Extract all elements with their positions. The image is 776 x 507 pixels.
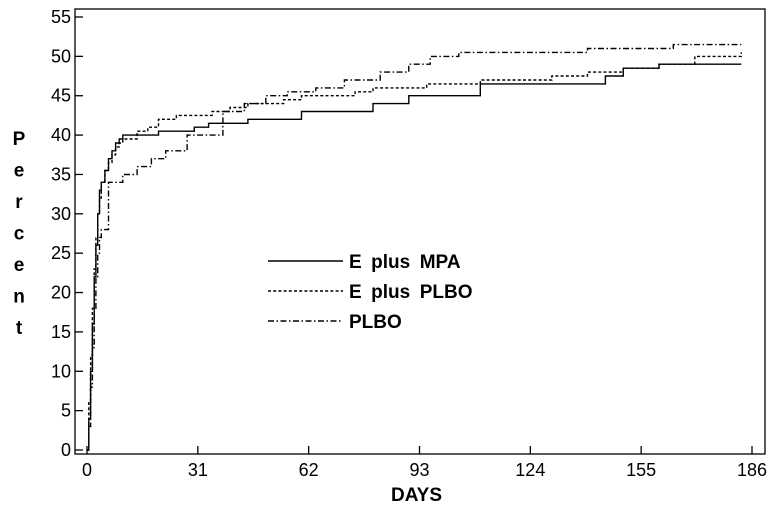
plot-frame (74, 8, 766, 455)
y-axis-ticks: 0 5 10 15 20 25 30 35 40 45 50 55 (51, 7, 83, 460)
x-axis-title: DAYS (391, 485, 442, 506)
x-tick-label: 93 (409, 460, 429, 480)
y-axis-title-letter: t (16, 318, 23, 339)
y-tick-label: 30 (51, 204, 71, 224)
y-axis-title-letter: e (14, 255, 25, 276)
x-tick-label: 155 (626, 460, 656, 480)
y-axis-title-letter: P (13, 129, 26, 150)
y-tick-label: 20 (51, 283, 71, 303)
y-axis-title-letter: e (14, 161, 25, 182)
x-axis-ticks: 0 31 62 93 124 155 186 (82, 446, 767, 480)
y-tick-label: 0 (61, 440, 71, 460)
y-axis-title-letter: r (15, 192, 23, 213)
y-tick-label: 5 (61, 401, 71, 421)
y-tick-label: 40 (51, 125, 71, 145)
y-axis-title-letter: c (14, 224, 25, 245)
legend-label-1: E plus MPA (349, 252, 461, 273)
y-tick-label: 55 (51, 7, 71, 27)
legend-label-2: E plus PLBO (349, 282, 473, 303)
y-axis-title-letter: n (13, 287, 25, 308)
x-tick-label: 186 (737, 460, 767, 480)
y-tick-label: 15 (51, 322, 71, 342)
series-layer (87, 43, 742, 451)
series-line-3 (87, 43, 742, 451)
y-tick-label: 50 (51, 46, 71, 66)
x-tick-label: 62 (299, 460, 319, 480)
series-line-2 (87, 52, 742, 451)
y-tick-label: 10 (51, 361, 71, 381)
x-tick-label: 124 (515, 460, 545, 480)
y-tick-label: 25 (51, 243, 71, 263)
y-tick-label: 35 (51, 164, 71, 184)
x-tick-label: 31 (188, 460, 208, 480)
legend: E plus MPA E plus PLBO PLBO (268, 252, 473, 333)
y-tick-label: 45 (51, 86, 71, 106)
legend-label-3: PLBO (349, 312, 402, 333)
x-tick-label: 0 (82, 460, 92, 480)
